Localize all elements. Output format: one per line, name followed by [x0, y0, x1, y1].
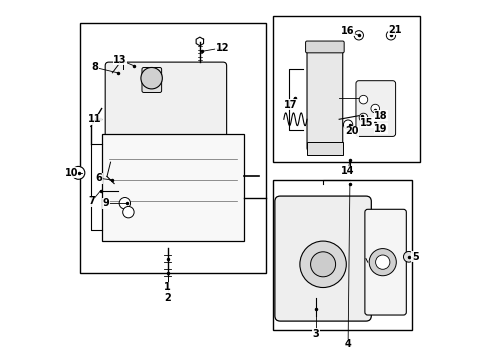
FancyBboxPatch shape — [305, 41, 344, 53]
Text: 21: 21 — [387, 25, 401, 35]
Circle shape — [310, 252, 335, 277]
Bar — [102, 134, 244, 241]
Text: 5: 5 — [411, 252, 418, 262]
Circle shape — [122, 206, 134, 218]
Text: 6: 6 — [95, 173, 102, 183]
Text: 1: 1 — [164, 282, 171, 292]
Circle shape — [386, 31, 395, 40]
Text: 7: 7 — [88, 197, 95, 206]
Circle shape — [358, 113, 367, 122]
Circle shape — [358, 95, 367, 104]
Text: 20: 20 — [344, 126, 358, 136]
Circle shape — [403, 251, 413, 262]
Bar — [272, 180, 411, 330]
Text: 12: 12 — [215, 43, 229, 53]
Text: 16: 16 — [340, 26, 353, 36]
Text: 10: 10 — [64, 168, 78, 178]
FancyBboxPatch shape — [105, 62, 226, 141]
Text: 8: 8 — [92, 63, 99, 72]
Circle shape — [141, 67, 162, 89]
Text: 19: 19 — [373, 124, 387, 134]
Text: 13: 13 — [113, 55, 127, 65]
Text: 17: 17 — [283, 100, 296, 110]
Text: 4: 4 — [344, 339, 351, 349]
Circle shape — [119, 198, 130, 209]
FancyBboxPatch shape — [355, 81, 395, 136]
Text: 15: 15 — [360, 118, 373, 128]
Circle shape — [353, 31, 363, 40]
Circle shape — [299, 241, 346, 288]
Text: 14: 14 — [341, 166, 354, 176]
Bar — [306, 143, 342, 155]
Text: 11: 11 — [88, 114, 102, 124]
Circle shape — [343, 120, 352, 129]
Text: 18: 18 — [373, 111, 387, 121]
Bar — [272, 16, 419, 162]
FancyBboxPatch shape — [142, 67, 162, 93]
Circle shape — [370, 104, 379, 113]
Text: 3: 3 — [312, 329, 319, 339]
Bar — [80, 23, 265, 273]
FancyBboxPatch shape — [364, 209, 406, 315]
Circle shape — [72, 166, 84, 179]
Circle shape — [368, 249, 395, 276]
Text: 9: 9 — [102, 198, 109, 208]
FancyBboxPatch shape — [274, 196, 370, 321]
Text: 2: 2 — [164, 293, 171, 303]
FancyBboxPatch shape — [306, 44, 342, 152]
Circle shape — [375, 255, 389, 269]
